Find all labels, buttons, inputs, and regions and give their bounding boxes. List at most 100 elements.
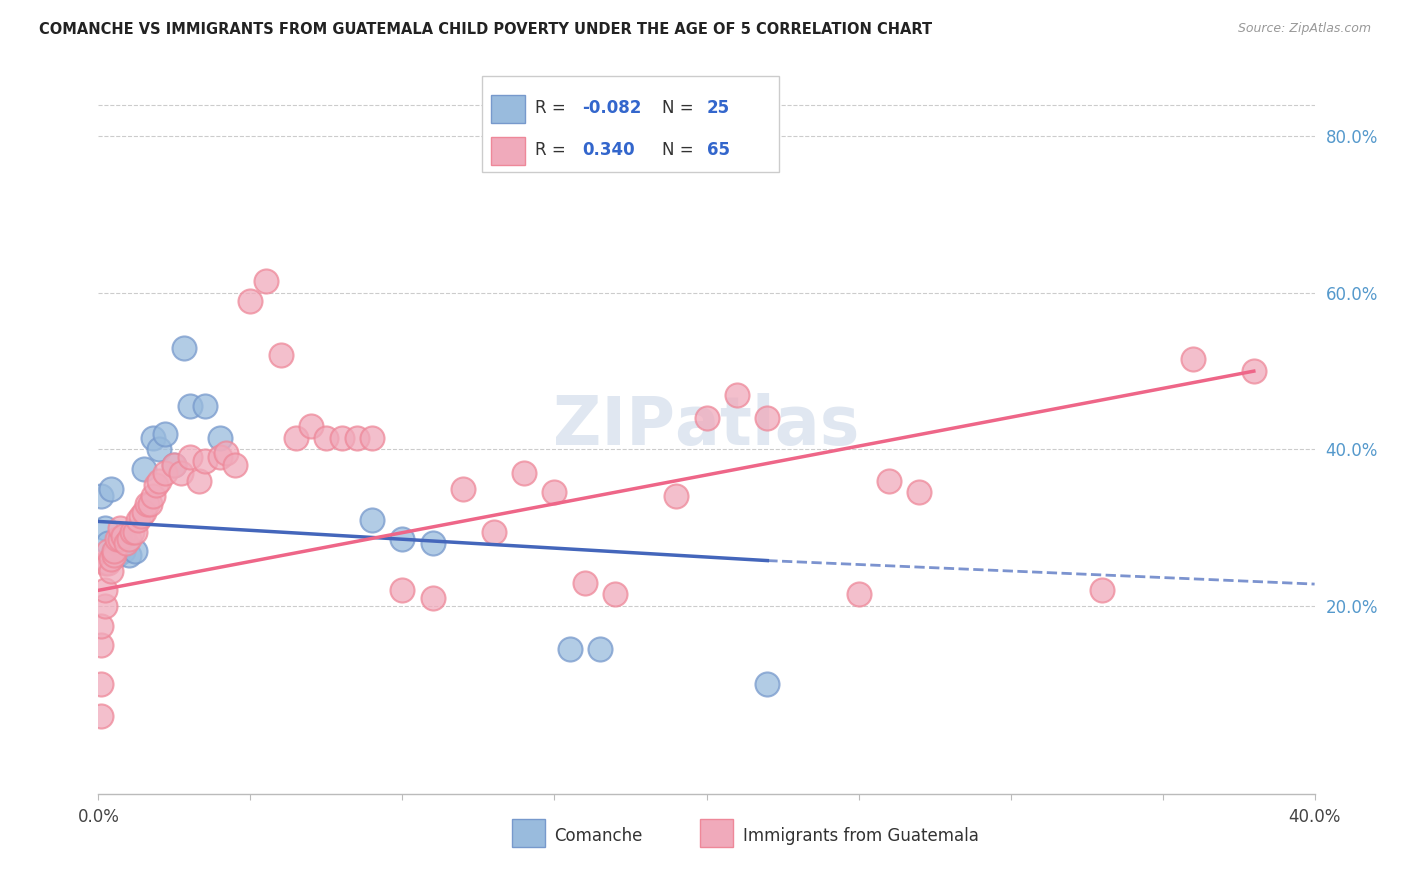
Point: [132, 505, 155, 519]
Point: [330, 431, 353, 445]
Point: [121, 524, 143, 539]
Point: [482, 524, 505, 539]
Point: [169, 466, 191, 480]
Bar: [491, 136, 526, 165]
Point: [105, 533, 128, 547]
Text: 25: 25: [707, 99, 730, 117]
Point: [1091, 583, 1114, 598]
Text: Immigrants from Guatemala: Immigrants from Guatemala: [742, 827, 979, 845]
Text: COMANCHE VS IMMIGRANTS FROM GUATEMALA CHILD POVERTY UNDER THE AGE OF 5 CORRELATI: COMANCHE VS IMMIGRANTS FROM GUATEMALA CH…: [39, 22, 932, 37]
Text: Comanche: Comanche: [554, 827, 643, 845]
Point: [142, 489, 165, 503]
Point: [90, 708, 112, 723]
Text: 65: 65: [707, 141, 730, 159]
Point: [209, 431, 232, 445]
Point: [124, 544, 146, 558]
Point: [299, 419, 322, 434]
Point: [100, 564, 122, 578]
Text: R =: R =: [536, 99, 571, 117]
Point: [163, 458, 186, 472]
Point: [254, 274, 277, 288]
Point: [148, 474, 170, 488]
Point: [422, 536, 444, 550]
Text: N =: N =: [661, 99, 699, 117]
Point: [96, 544, 118, 558]
Point: [422, 591, 444, 606]
Text: ZIP​atlas: ZIP​atlas: [554, 393, 859, 458]
Text: 0.340: 0.340: [582, 141, 636, 159]
Point: [114, 536, 136, 550]
Point: [145, 477, 167, 491]
Point: [100, 552, 122, 566]
Point: [163, 458, 186, 472]
Point: [118, 533, 141, 547]
Point: [90, 677, 112, 691]
Point: [96, 536, 118, 550]
Point: [136, 497, 159, 511]
Point: [155, 426, 177, 441]
Point: [209, 450, 232, 465]
Point: [129, 508, 152, 523]
Point: [93, 599, 115, 613]
Point: [391, 533, 413, 547]
Point: [361, 431, 384, 445]
Point: [108, 536, 131, 550]
Point: [155, 466, 177, 480]
Bar: [512, 819, 544, 847]
Point: [103, 544, 125, 558]
Point: [108, 533, 131, 547]
Point: [111, 544, 134, 558]
Point: [90, 638, 112, 652]
Point: [361, 513, 384, 527]
Point: [574, 575, 596, 590]
Point: [605, 587, 627, 601]
Bar: [700, 819, 734, 847]
Point: [194, 400, 217, 414]
Point: [90, 489, 112, 503]
Point: [100, 482, 122, 496]
Text: Source: ZipAtlas.com: Source: ZipAtlas.com: [1237, 22, 1371, 36]
Point: [756, 677, 779, 691]
Point: [391, 583, 413, 598]
Point: [103, 544, 125, 558]
Point: [285, 431, 308, 445]
Point: [103, 548, 125, 562]
Point: [93, 583, 115, 598]
Point: [513, 466, 536, 480]
Point: [215, 446, 238, 460]
Point: [696, 411, 718, 425]
Point: [848, 587, 870, 601]
Point: [132, 462, 155, 476]
Point: [148, 442, 170, 457]
Point: [453, 482, 475, 496]
Point: [239, 293, 262, 308]
Point: [665, 489, 688, 503]
Point: [194, 454, 217, 468]
Point: [589, 642, 612, 657]
Point: [756, 411, 779, 425]
Point: [270, 349, 292, 363]
Point: [118, 548, 141, 562]
Point: [93, 556, 115, 570]
Point: [173, 341, 195, 355]
Point: [187, 474, 209, 488]
Point: [315, 431, 337, 445]
Point: [96, 556, 118, 570]
Point: [543, 485, 565, 500]
Point: [224, 458, 246, 472]
Point: [346, 431, 368, 445]
Point: [1182, 352, 1205, 367]
Text: -0.082: -0.082: [582, 99, 641, 117]
Point: [93, 521, 115, 535]
Point: [179, 400, 201, 414]
Text: N =: N =: [661, 141, 699, 159]
Point: [179, 450, 201, 465]
Point: [127, 513, 149, 527]
Point: [725, 387, 748, 401]
Point: [139, 497, 162, 511]
FancyBboxPatch shape: [481, 77, 779, 172]
Point: [111, 528, 134, 542]
Point: [908, 485, 931, 500]
Point: [90, 618, 112, 632]
Bar: [491, 95, 526, 123]
